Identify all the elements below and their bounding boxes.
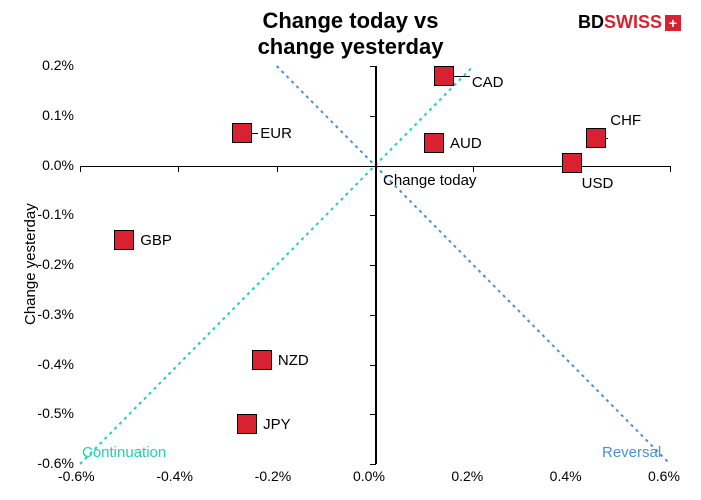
data-point-chf [586,128,606,148]
data-point-cad [434,66,454,86]
x-tick [277,166,278,172]
y-tick [370,265,376,266]
y-tick [370,464,376,465]
y-tick [370,66,376,67]
y-axis-title: Change yesterday [22,203,39,325]
data-point-jpy [237,414,257,434]
y-tick [370,116,376,117]
y-tick [370,414,376,415]
y-tick [370,215,376,216]
data-label-gbp: GBP [140,232,172,249]
data-point-nzd [252,350,272,370]
data-point-eur [232,123,252,143]
x-tick-label: 0.0% [353,468,385,484]
data-point-usd [562,153,582,173]
data-label-chf: CHF [610,112,641,129]
y-tick-label: 0.1% [42,107,74,123]
data-point-aud [424,133,444,153]
x-tick-label: -0.4% [156,468,193,484]
x-tick [178,166,179,172]
x-tick-label: 0.2% [451,468,483,484]
x-tick-label: -0.2% [255,468,292,484]
y-tick [370,365,376,366]
x-tick-label: 0.6% [648,468,680,484]
y-tick-label: -0.4% [37,356,74,372]
data-label-cad: CAD [472,74,504,91]
x-axis-title: Change today [383,172,476,189]
y-tick-label: -0.6% [37,455,74,471]
chart-container: BDSWISS+ Change today vs change yesterda… [0,0,701,500]
y-tick-label: -0.1% [37,206,74,222]
data-point-gbp [114,230,134,250]
x-tick-label: 0.4% [550,468,582,484]
chart-title-line2: change yesterday [0,34,701,60]
y-tick-label: 0.2% [42,57,74,73]
y-tick [370,166,376,167]
chart-title-line1: Change today vs [0,8,701,34]
x-tick [80,166,81,172]
x-tick [670,166,671,172]
data-label-nzd: NZD [278,352,309,369]
y-tick-label: -0.2% [37,256,74,272]
data-label-jpy: JPY [263,416,291,433]
y-tick [370,315,376,316]
data-label-aud: AUD [450,135,482,152]
leader-line [606,138,608,139]
data-label-usd: USD [582,175,614,192]
leader-line [454,76,470,77]
continuation-label: Continuation [82,444,166,461]
data-label-eur: EUR [260,125,292,142]
reversal-label: Reversal [602,444,661,461]
leader-line [252,133,258,134]
y-tick-label: 0.0% [42,157,74,173]
y-tick-label: -0.3% [37,306,74,322]
y-tick-label: -0.5% [37,405,74,421]
plot-area: CAD EUR CHF AUD USD GBP NZD JPY [80,66,670,464]
